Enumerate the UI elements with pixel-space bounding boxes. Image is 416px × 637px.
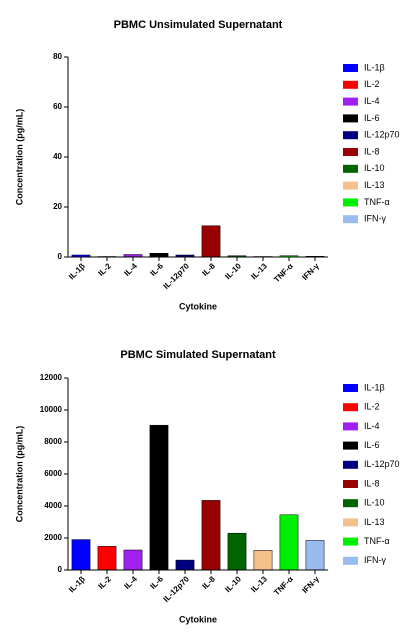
y-tick-label: 2000: [44, 533, 62, 542]
bar: [175, 559, 195, 571]
legend-swatch: [343, 480, 358, 488]
legend-swatch: [343, 114, 358, 123]
x-tick-label: IL-10: [223, 574, 243, 594]
x-axis-title: Cytokine: [179, 301, 217, 311]
x-tick-label: IL-10: [223, 261, 243, 281]
bar: [201, 500, 221, 571]
legend-swatch: [343, 518, 358, 527]
legend-swatch: [343, 198, 358, 207]
legend-label: IL-6: [364, 113, 380, 123]
legend-swatch: [343, 403, 358, 412]
x-tick-label: IL-8: [200, 261, 217, 278]
x-tick-label: IFN-γ: [300, 261, 321, 282]
y-tick-label: 8000: [44, 437, 62, 446]
x-axis-title: Cytokine: [179, 614, 217, 624]
y-axis-title: Concentration (pg/mL): [14, 426, 24, 523]
legend-swatch: [343, 164, 358, 173]
bar: [149, 424, 169, 571]
bar: [253, 550, 273, 571]
y-tick-label: 40: [53, 152, 62, 161]
legend-label: IL-2: [364, 402, 380, 412]
legend-swatch: [343, 80, 358, 89]
bar: [201, 225, 221, 258]
x-tick-label: TNF-α: [272, 574, 295, 597]
y-tick-label: 6000: [44, 469, 62, 478]
legend-label: IL-2: [364, 79, 380, 89]
legend-swatch: [343, 537, 358, 546]
y-tick-label: 12000: [40, 373, 63, 382]
bar: [279, 514, 299, 571]
x-tick-label: TNF-α: [272, 261, 295, 284]
legend-label: IL-1β: [364, 382, 385, 392]
legend-swatch: [343, 384, 358, 392]
legend-swatch: [343, 215, 358, 224]
bar: [305, 540, 325, 571]
y-tick-label: 4000: [44, 501, 62, 510]
legend-label: IFN-γ: [364, 555, 386, 565]
legend-label: IL-4: [364, 96, 380, 106]
bar: [97, 546, 117, 571]
x-tick-label: IL-4: [122, 574, 139, 591]
legend-label: IL-10: [364, 498, 385, 508]
legend-label: TNF-α: [364, 536, 390, 546]
legend-label: IFN-γ: [364, 214, 386, 224]
y-tick-label: 20: [53, 202, 62, 211]
x-tick-label: IL-6: [148, 261, 165, 278]
legend-label: IL-10: [364, 163, 385, 173]
legend-swatch: [343, 499, 358, 508]
x-tick-label: IL-2: [96, 261, 113, 278]
chart-title: PBMC Simulated Supernatant: [120, 349, 276, 361]
x-tick-label: IL-6: [148, 574, 165, 591]
x-tick-label: IL-12p70: [162, 574, 192, 604]
legend-swatch: [343, 441, 358, 450]
legend-label: IL-1β: [364, 62, 385, 72]
x-tick-label: IL-13: [249, 261, 269, 281]
x-tick-label: IL-1β: [67, 261, 87, 281]
legend-label: IL-13: [364, 180, 385, 190]
bar: [227, 532, 247, 571]
x-tick-label: IL-1β: [67, 574, 87, 594]
x-tick-label: IL-8: [200, 574, 217, 591]
legend-swatch: [343, 148, 358, 156]
legend-label: TNF-α: [364, 197, 390, 207]
legend-swatch: [343, 97, 358, 106]
x-tick-label: IL-4: [122, 261, 139, 278]
legend-swatch: [343, 422, 358, 431]
legend-swatch: [343, 556, 358, 565]
chart: PBMC Simulated Supernatant Concentration …: [14, 349, 399, 624]
x-tick-label: IL-12p70: [162, 261, 192, 291]
y-tick-label: 10000: [40, 405, 63, 414]
legend-swatch: [343, 181, 358, 190]
legend-label: IL-12p70: [364, 459, 400, 469]
legend-label: IL-4: [364, 421, 380, 431]
y-tick-label: 0: [58, 565, 63, 574]
legend-label: IL-13: [364, 517, 385, 527]
bar: [71, 539, 91, 571]
y-axis-title: Concentration (pg/mL): [14, 109, 24, 206]
legend-label: IL-8: [364, 478, 380, 488]
bar: [123, 549, 143, 571]
legend-label: IL-8: [364, 146, 380, 156]
chart: PBMC Unsimulated Supernatant Concentratio…: [14, 19, 399, 311]
legend-label: IL-6: [364, 440, 380, 450]
legend-label: IL-12p70: [364, 130, 400, 140]
legend-swatch: [343, 131, 358, 140]
legend-swatch: [343, 460, 358, 469]
x-tick-label: IFN-γ: [300, 574, 321, 595]
y-tick-label: 0: [58, 252, 63, 261]
bar: [149, 253, 169, 258]
y-tick-label: 80: [53, 52, 62, 61]
y-tick-label: 60: [53, 102, 62, 111]
x-tick-label: IL-13: [249, 574, 269, 594]
legend-swatch: [343, 64, 358, 72]
chart-title: PBMC Unsimulated Supernatant: [114, 19, 283, 31]
x-tick-label: IL-2: [96, 574, 113, 591]
